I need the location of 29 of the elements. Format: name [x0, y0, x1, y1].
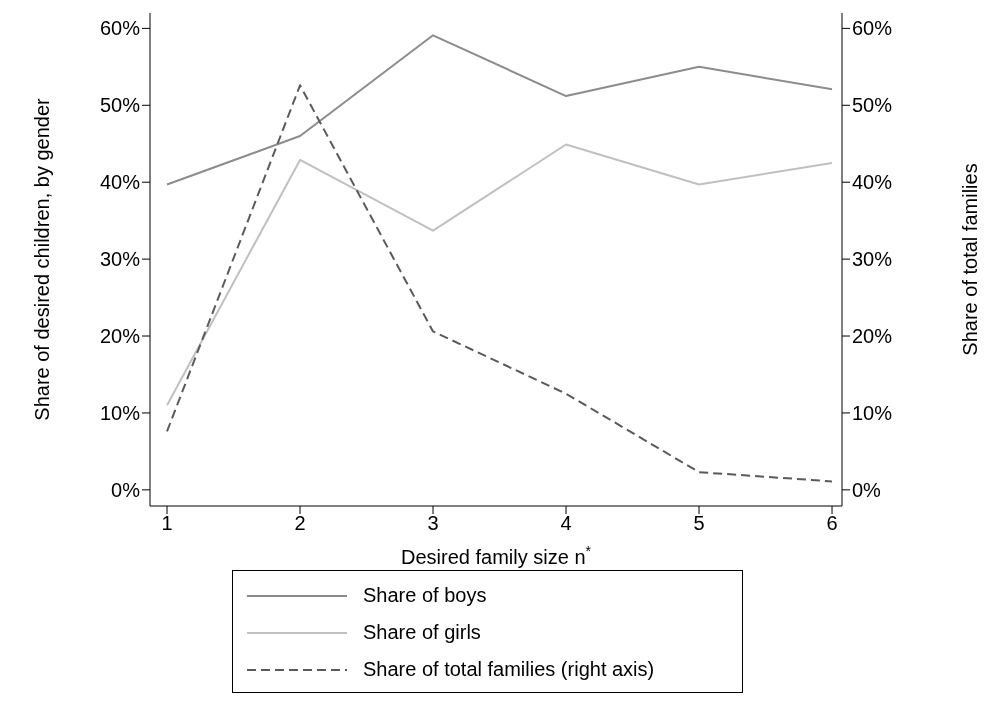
y-tick-label: 30% — [99, 248, 141, 271]
x-tick-label: 6 — [826, 512, 838, 535]
y2-tick-label: 50% — [852, 94, 893, 117]
x-tick-label: 2 — [294, 512, 306, 535]
y-tick-label: 50% — [99, 94, 141, 117]
y-tick-label: 10% — [99, 402, 141, 425]
y2-tick-label: 30% — [852, 248, 893, 271]
y2-tick-label: 40% — [852, 171, 893, 194]
y2-tick-label: 0% — [852, 478, 882, 501]
legend-label: Share of girls — [363, 621, 481, 644]
y-tick-label: 20% — [99, 325, 141, 348]
x-tick-label: 4 — [560, 512, 572, 535]
line-series — [166, 84, 834, 483]
x-tick-label: 3 — [427, 512, 439, 535]
y2-tick-label: 20% — [852, 325, 893, 348]
line-series — [166, 34, 834, 186]
x-axis-title: Desired family size n$^{*}$ — [401, 543, 592, 568]
x-tick-label: 1 — [161, 512, 173, 535]
y2-axis-title: Share of total families — [959, 163, 981, 356]
x-tick-label: 5 — [693, 512, 705, 535]
line-series — [166, 143, 834, 407]
y2-tick-label: 10% — [852, 402, 893, 425]
y-axis-title: Share of desired children, by gender — [31, 97, 53, 421]
y-tick-label: 40% — [99, 171, 141, 194]
legend-label: Share of total families (right axis) — [363, 658, 655, 681]
y-tick-label: 0% — [111, 478, 141, 501]
y2-tick-label: 60% — [852, 17, 893, 40]
legend-label: Share of boys — [363, 584, 487, 607]
y-tick-label: 60% — [99, 17, 141, 40]
